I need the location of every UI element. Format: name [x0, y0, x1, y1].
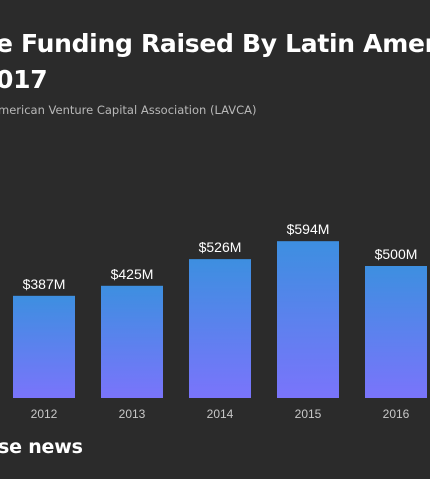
category-label-2013: 2013 — [119, 407, 146, 421]
category-labels-group: 2012 2013 2014 2015 2016 — [31, 407, 410, 421]
chart-source: merican Venture Capital Association (LAV… — [0, 103, 257, 117]
brand-logo-text: se news — [0, 436, 83, 458]
bar-2016 — [365, 266, 427, 398]
category-label-2012: 2012 — [31, 407, 58, 421]
value-label-2014: $526M — [199, 239, 242, 255]
bar-2014 — [189, 259, 251, 398]
bars-group — [13, 241, 427, 398]
category-label-2016: 2016 — [383, 407, 410, 421]
chart-title: e Funding Raised By Latin American St 01… — [0, 29, 430, 94]
bar-2012 — [13, 295, 75, 398]
bar-2013 — [101, 285, 163, 398]
bar-2015 — [277, 241, 339, 398]
value-label-2015: $594M — [287, 221, 330, 237]
value-label-2012: $387M — [23, 276, 66, 292]
category-label-2014: 2014 — [207, 407, 234, 421]
value-label-2016: $500M — [375, 246, 418, 262]
category-label-2015: 2015 — [295, 407, 322, 421]
value-label-2013: $425M — [111, 266, 154, 282]
value-labels-group: $387M $425M $526M $594M $500M — [23, 221, 418, 292]
